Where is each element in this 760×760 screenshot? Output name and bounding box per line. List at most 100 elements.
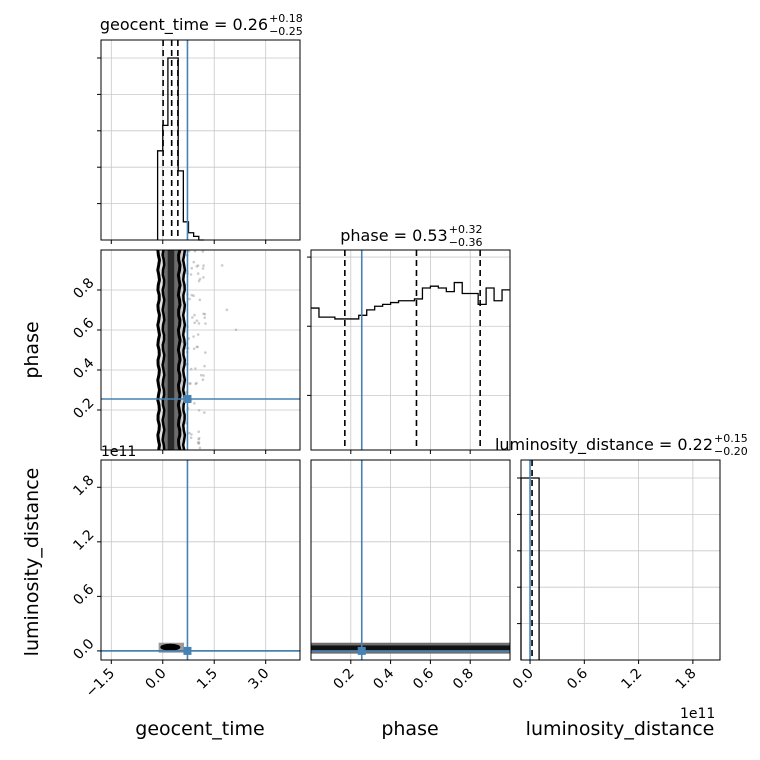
hist-geocent-time	[156, 57, 204, 241]
xlabel-geocent-time: geocent_time	[135, 718, 264, 740]
contour-line-3	[181, 249, 187, 451]
scatter-point	[202, 276, 205, 279]
density-block-0	[158, 250, 164, 450]
contour-blob-20	[160, 643, 181, 651]
scatter-point	[203, 316, 207, 319]
tick-label-phase_y-0: 0.2	[70, 395, 97, 422]
scatter-point	[180, 340, 184, 343]
tick-label-phase_y-2: 0.6	[70, 315, 97, 342]
scatter-point	[220, 264, 224, 267]
xlabel-phase: phase	[381, 718, 438, 740]
tick-label-phase_x-3: 0.8	[450, 666, 477, 693]
grid-layer	[101, 40, 720, 660]
panel-frame-0-0	[100, 39, 301, 241]
tick-label-luminosity_distance_x-3: 1.8	[673, 666, 700, 693]
scatter-point	[189, 382, 192, 385]
panel-frame-2-2	[520, 459, 721, 661]
scatter-point	[191, 316, 194, 319]
tick-label-luminosity_distance_y-2: 1.2	[70, 527, 97, 554]
scatter-point	[188, 431, 191, 435]
tick-label-luminosity_distance_y-3: 1.8	[70, 472, 97, 499]
scatter-point	[197, 430, 201, 434]
scatter-point	[195, 319, 199, 322]
scatter-point	[198, 298, 202, 302]
tick-label-luminosity_distance_x-1: 0.6	[564, 665, 591, 692]
scatter-point	[194, 367, 197, 370]
scatter-point	[201, 267, 205, 270]
scatter-point	[190, 433, 193, 436]
scatter-point	[193, 321, 196, 325]
scatter-point	[202, 264, 205, 267]
tick-label-geocent_time-2: 1.5	[194, 666, 221, 693]
scatter-point	[190, 293, 194, 297]
title-minus-2: −0.20	[714, 445, 748, 458]
ylabel-phase: phase	[21, 321, 43, 378]
title-plus-1: +0.32	[449, 223, 483, 236]
scatter-point	[192, 335, 195, 338]
scatter-point	[225, 308, 229, 312]
scatter-point	[193, 402, 196, 405]
scatter-point	[203, 364, 206, 368]
tick-label-phase_x-0: 0.2	[331, 666, 358, 693]
scatter-point	[189, 436, 193, 440]
tick-label-phase_y-3: 0.8	[70, 275, 97, 302]
title-main-1: phase = 0.53	[340, 226, 447, 245]
scatter-point	[195, 345, 199, 349]
scatter-point	[202, 374, 205, 377]
tick-label-phase_x-1: 0.4	[370, 665, 397, 692]
contour-line-1	[161, 249, 166, 451]
panel-frame-2-0	[100, 459, 301, 661]
scatter-point	[192, 347, 196, 350]
scatter-point	[195, 265, 199, 268]
scatter-point	[192, 260, 196, 264]
xlabel-luminosity-distance: luminosity_distance	[526, 718, 715, 740]
scatter-point	[196, 333, 200, 336]
scatter-point	[197, 408, 201, 412]
tick-label-phase_x-2: 0.6	[410, 665, 437, 692]
tick-label-luminosity_distance_x-2: 1.2	[618, 666, 645, 693]
contour-line-2	[176, 249, 182, 451]
tick-label-luminosity_distance_x-0: 0.0	[510, 666, 537, 693]
scatter-point	[195, 381, 198, 385]
truth-marker-20	[183, 646, 192, 655]
scatter-point	[198, 446, 202, 450]
offset-label-x: 1e11	[680, 706, 715, 722]
scatter-point	[204, 322, 207, 325]
scatter-point	[234, 328, 238, 332]
title-plus-2: +0.15	[714, 432, 748, 445]
scatter-point	[199, 373, 203, 377]
density-block-4	[179, 250, 185, 450]
panel-frame-1-0	[100, 249, 301, 451]
offset-label-y: 1e11	[101, 444, 136, 460]
tick-label-luminosity_distance_y-0: 0.0	[70, 636, 97, 663]
tick-label-geocent_time-0: −1.5	[83, 666, 118, 701]
contour-band-21	[311, 645, 510, 651]
density-block-3	[174, 250, 180, 450]
scatter-point	[189, 273, 193, 276]
data-layer	[101, 40, 540, 660]
title-minus-1: −0.36	[449, 236, 483, 249]
scatter-point	[193, 249, 197, 253]
frame-layer	[97, 39, 721, 664]
scatter-point	[197, 322, 201, 325]
scatter-point	[203, 411, 206, 414]
ylabel-luminosity-distance: luminosity_distance	[21, 468, 43, 657]
truth-marker-21	[357, 646, 366, 655]
scatter-point	[201, 250, 205, 253]
title-minus-0: −0.25	[269, 25, 303, 38]
panel-frame-2-1	[310, 459, 511, 661]
panel-frame-1-1	[310, 249, 511, 451]
tick-label-phase_y-1: 0.4	[70, 355, 97, 382]
tick-label-geocent_time-1: 0.0	[143, 666, 170, 693]
scatter-point	[197, 279, 201, 283]
hist-phase	[311, 281, 510, 320]
scatter-point	[196, 272, 200, 275]
scatter-point	[202, 312, 205, 316]
scatter-point	[197, 441, 201, 444]
scatter-point	[204, 351, 207, 354]
density-block-2	[167, 250, 175, 450]
title-main-2: luminosity_distance = 0.22	[495, 435, 713, 455]
scatter-point	[188, 297, 191, 301]
title-main-0: geocent_time = 0.26	[100, 15, 268, 35]
